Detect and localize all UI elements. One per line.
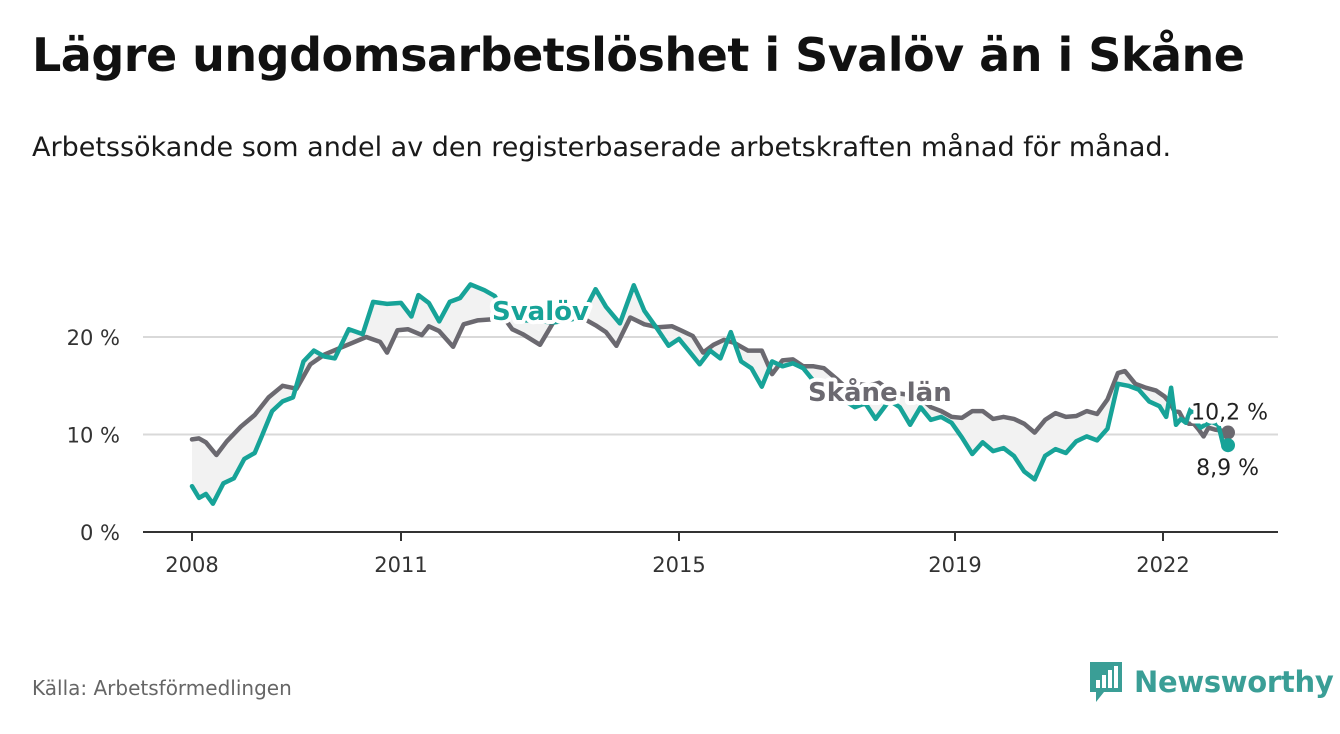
series-lines [189,282,1235,506]
y-tick-label: 20 % [67,326,120,350]
x-axis-tick-labels: 2008 2011 2015 2019 2022 [165,553,1189,577]
x-tick-label: 2015 [652,553,705,577]
end-value-label-skane: 10,2 % [1191,401,1268,426]
x-tick-label: 2008 [165,553,218,577]
source-note: Källa: Arbetsförmedlingen [32,676,292,700]
series-line-skane [189,312,1231,458]
brand-name: Newsworthy [1134,665,1334,699]
end-value-label-skane-halo: 10,2 % [1191,401,1268,426]
gap-fill [192,284,1228,504]
y-tick-label: 10 % [67,424,120,448]
x-tick-label: 2011 [374,553,427,577]
gap-area [192,284,1228,504]
series-line-svalov [189,282,1231,506]
series-label-svalov-halo: Svalöv [492,297,589,327]
chart-subtitle: Arbetssökande som andel av den registerb… [32,132,1172,163]
series-label-skane-halo: Skåne län [808,376,952,408]
newsworthy-logo: Newsworthy [1088,660,1334,704]
end-value-label-svalov: 8,9 % [1196,456,1259,481]
series-label-skane: Skåne län [808,376,952,408]
x-axis [143,531,1278,541]
y-axis-tick-labels: 0 % 10 % 20 % [67,326,120,545]
series-endpoint-skane [1221,425,1235,440]
x-tick-label: 2019 [928,553,981,577]
end-value-label-svalov-halo: 8,9 % [1196,456,1259,481]
newsworthy-logo-icon [1090,662,1122,702]
series-label-svalov: Svalöv [492,297,589,327]
x-tick-label: 2022 [1136,553,1189,577]
series-endpoint-svalov [1221,438,1235,453]
y-tick-label: 0 % [80,521,120,545]
chart-title: Lägre ungdomsarbetslöshet i Svalöv än i … [32,28,1245,82]
